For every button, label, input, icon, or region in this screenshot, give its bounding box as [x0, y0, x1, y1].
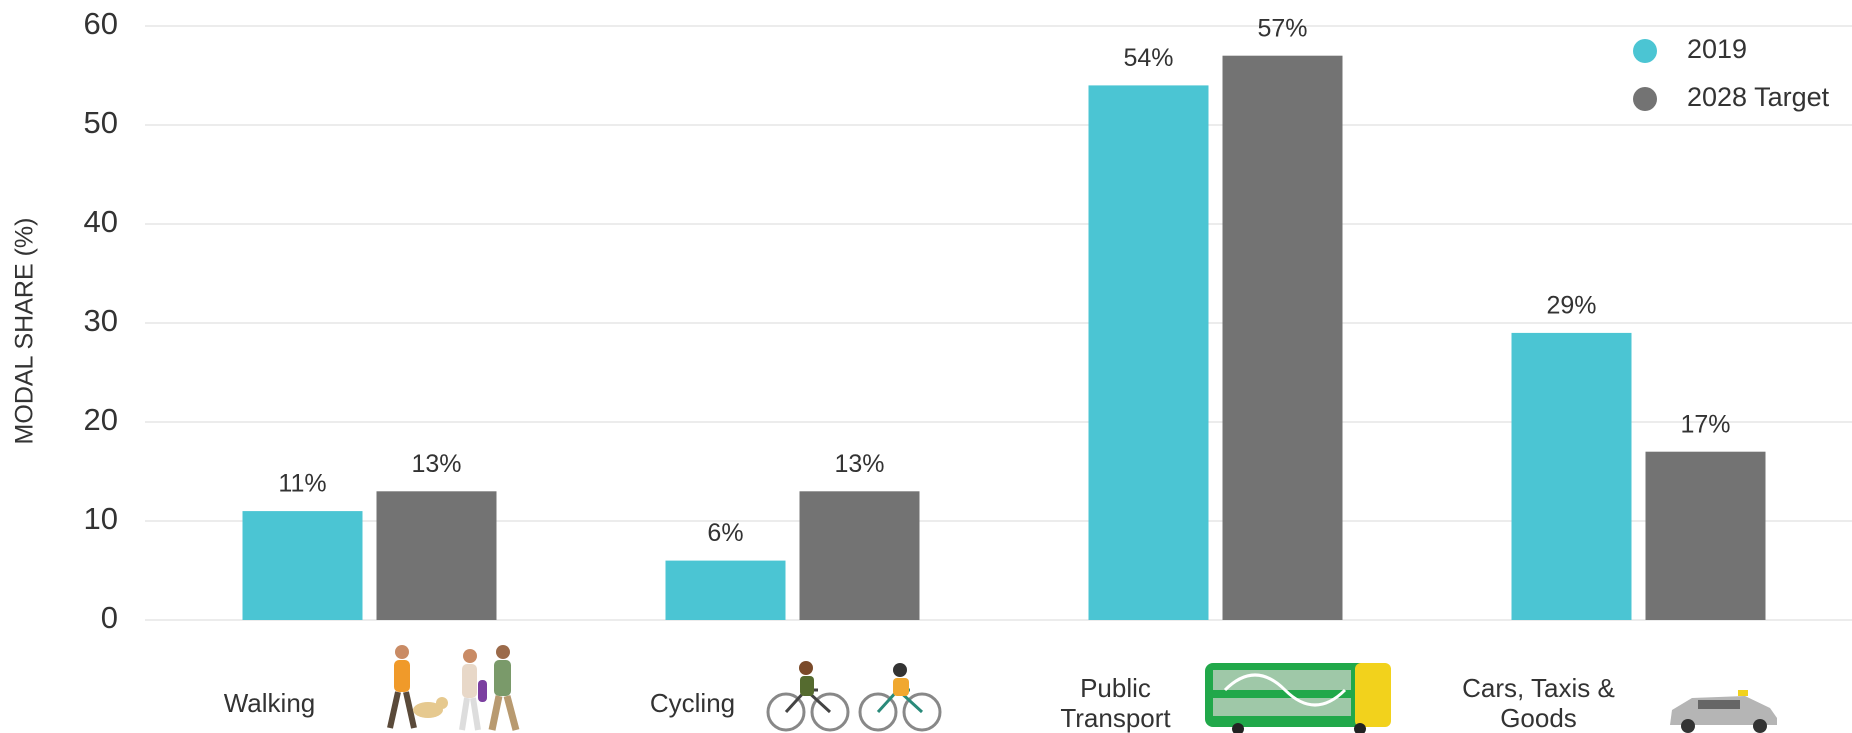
x-tick-label: Walking: [223, 687, 316, 718]
y-tick-label: 10: [84, 501, 118, 536]
bar: [799, 491, 920, 620]
legend-label: 2028 Target: [1687, 82, 1830, 112]
value-label: 17%: [1680, 410, 1730, 438]
value-label: 29%: [1546, 292, 1596, 320]
y-tick-label: 50: [84, 105, 118, 140]
bar: [376, 491, 497, 620]
y-tick-label: 30: [84, 303, 118, 338]
legend-marker: [1633, 39, 1657, 63]
value-label: 57%: [1257, 14, 1307, 42]
cycling-icon: [766, 661, 942, 732]
y-tick-label: 0: [101, 600, 118, 635]
x-tick-label: Cars, Taxis & Goods: [1462, 672, 1615, 733]
x-tick-label-box: Public Transport: [1060, 672, 1171, 733]
y-tick-label: 60: [84, 6, 118, 41]
value-label: 54%: [1123, 44, 1173, 72]
x-tick-label-box: Cycling: [649, 687, 736, 718]
value-label: 6%: [707, 519, 743, 547]
bar: [1088, 85, 1209, 620]
bar: [1222, 55, 1343, 620]
car-icon: [1670, 690, 1777, 733]
x-tick-label: Cycling: [649, 687, 736, 718]
x-tick-label: Public Transport: [1060, 672, 1171, 733]
legend-marker: [1633, 87, 1657, 111]
bar: [1511, 332, 1632, 620]
x-tick-label-box: Cars, Taxis & Goods: [1462, 672, 1615, 733]
bar: [242, 511, 363, 620]
y-tick-label: 40: [84, 204, 118, 239]
bus-icon: [1205, 663, 1391, 733]
y-axis-title: MODAL SHARE (%): [11, 218, 39, 445]
walking-icon: [387, 645, 520, 731]
legend-label: 2019: [1687, 34, 1747, 64]
bar: [665, 560, 786, 620]
value-label: 13%: [834, 450, 884, 478]
y-tick-label: 20: [84, 402, 118, 437]
x-tick-label-box: Walking: [223, 687, 316, 718]
value-label: 13%: [411, 450, 461, 478]
value-label: 11%: [278, 470, 326, 498]
bar: [1645, 451, 1766, 620]
